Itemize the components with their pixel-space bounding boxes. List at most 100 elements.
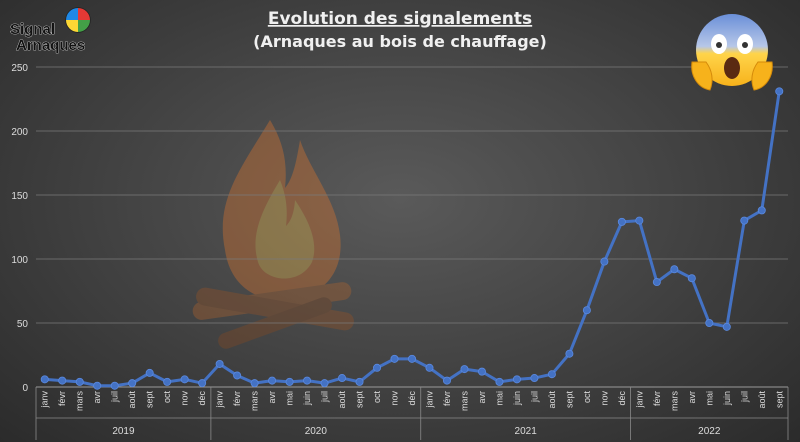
series-line (44, 91, 781, 388)
data-point (442, 376, 451, 385)
data-point (740, 216, 749, 225)
data-point (460, 365, 469, 374)
data-point (163, 377, 172, 386)
x-tick-label: janv (40, 391, 50, 409)
x-tick-label: mai (285, 391, 295, 406)
y-axis: 0 50 100 150 200 250 (11, 63, 28, 394)
data-point (407, 354, 416, 363)
y-tick-label: 200 (11, 127, 28, 138)
x-tick-label: déc (617, 391, 627, 406)
x-tick-label: mai (494, 391, 504, 406)
data-point (495, 377, 504, 386)
x-tick-label: oct (582, 391, 592, 404)
data-point (547, 370, 556, 379)
x-tick-label: déc (197, 391, 207, 406)
data-point (600, 257, 609, 266)
x-tick-label: janv (424, 391, 434, 409)
data-point (652, 278, 661, 287)
x-tick-label: avr (267, 391, 277, 404)
x-tick-label: févr (652, 391, 662, 406)
y-tick-label: 150 (11, 191, 28, 202)
data-point (110, 381, 119, 390)
x-tick-label: sept (564, 391, 574, 409)
x-tick-label: juil (529, 391, 539, 403)
signal-arnaques-logo: Signal Arnaques (10, 7, 91, 54)
x-tick-label: févr (232, 391, 242, 406)
x-tick-label: déc (407, 391, 417, 406)
data-point (635, 216, 644, 225)
x-tick-label: mars (669, 391, 679, 411)
y-tick-label: 100 (11, 255, 28, 266)
x-tick-label: juin (722, 391, 732, 406)
data-point (320, 379, 329, 388)
data-point (722, 322, 731, 331)
data-point (145, 368, 154, 377)
data-point (198, 379, 207, 388)
data-point (355, 377, 364, 386)
year-label: 2020 (305, 426, 328, 437)
chart-title: Evolution des signalements (268, 9, 532, 29)
x-tick-label: avr (92, 391, 102, 404)
x-tick-label: févr (442, 391, 452, 406)
x-tick-label: juin (302, 391, 312, 406)
x-tick-label: mars (459, 391, 469, 411)
data-point (215, 359, 224, 368)
data-point (775, 87, 784, 96)
data-point (40, 375, 49, 384)
x-tick-label: mars (250, 391, 260, 411)
x-tick-label: avr (477, 391, 487, 404)
data-point (58, 376, 67, 385)
x-tick-label: août (127, 391, 137, 409)
x-tick-label: août (337, 391, 347, 409)
data-point (373, 363, 382, 372)
data-point (180, 375, 189, 384)
x-tick-label: juil (739, 391, 749, 403)
data-point (670, 265, 679, 274)
x-tick-label: janv (634, 391, 644, 409)
data-point (477, 367, 486, 376)
year-label: 2019 (112, 426, 135, 437)
x-tick-label: oct (162, 391, 172, 404)
x-tick-label: mai (704, 391, 714, 406)
data-point (582, 306, 591, 315)
x-tick-label: août (757, 391, 767, 409)
data-point (687, 274, 696, 283)
data-point (250, 379, 259, 388)
x-tick-label: sept (355, 391, 365, 409)
x-tick-label: nov (599, 391, 609, 406)
data-point (757, 206, 766, 215)
data-point (75, 377, 84, 386)
y-tick-label: 0 (22, 383, 28, 394)
screaming-face-emoji-icon (691, 14, 773, 91)
y-gridlines (36, 66, 788, 388)
data-point (705, 318, 714, 327)
data-point (390, 354, 399, 363)
data-point (338, 374, 347, 383)
x-tick-label: févr (57, 391, 67, 406)
data-point (128, 379, 137, 388)
data-point (268, 376, 277, 385)
x-tick-label: juin (512, 391, 522, 406)
data-point (530, 374, 539, 383)
logo-text-signal: Signal (10, 21, 55, 38)
x-tick-label: avr (687, 391, 697, 404)
data-point (425, 363, 434, 372)
x-tick-label: nov (180, 391, 190, 406)
y-tick-label: 250 (11, 63, 28, 74)
x-tick-label: mars (75, 391, 85, 411)
data-point (285, 377, 294, 386)
x-tick-label: août (547, 391, 557, 409)
x-tick-label: sept (145, 391, 155, 409)
series-signalements (40, 87, 784, 390)
chart-subtitle: (Arnaques au bois de chauffage) (253, 32, 547, 51)
x-tick-label: oct (372, 391, 382, 404)
y-tick-label: 50 (17, 319, 29, 330)
data-point (303, 376, 312, 385)
data-point (93, 381, 102, 390)
data-point (565, 349, 574, 358)
campfire-watermark (192, 120, 354, 349)
logo-text-arnaques: Arnaques (16, 37, 85, 54)
data-point (617, 217, 626, 226)
x-tick-label: janv (215, 391, 225, 409)
